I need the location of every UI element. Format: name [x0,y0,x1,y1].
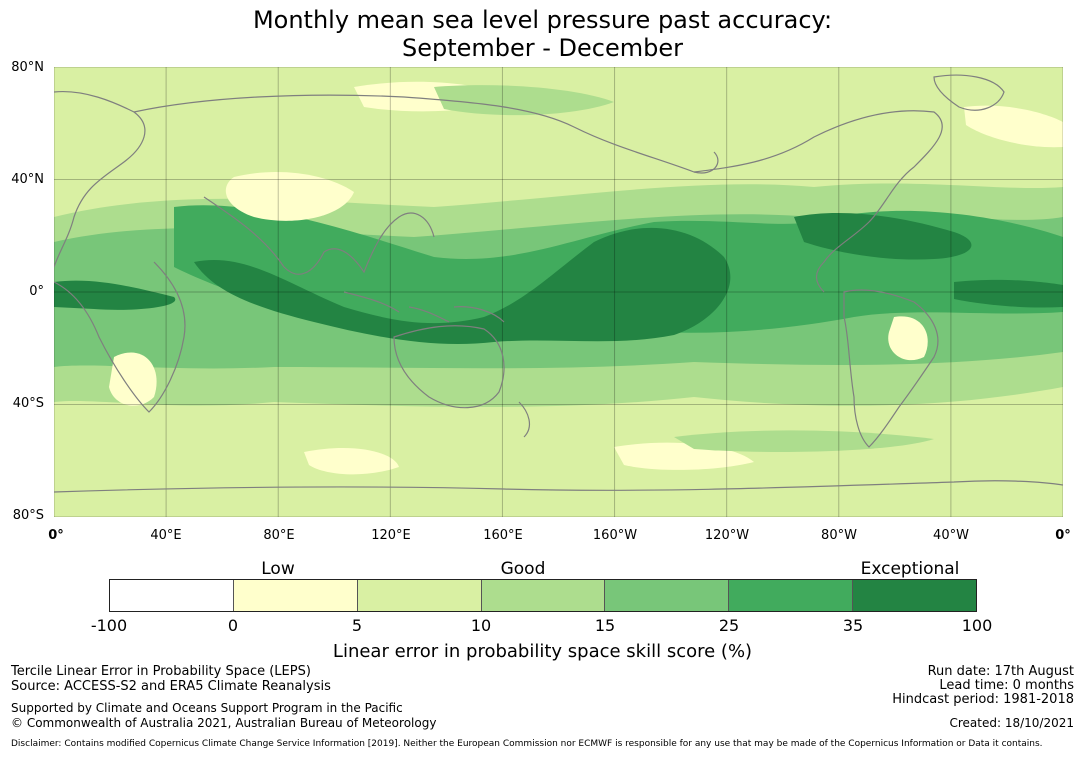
colorbar-tick: 35 [842,616,864,635]
lat-label-80s: 80°S [12,508,44,523]
colorbar-segment [233,580,358,611]
colorbar-tick: 25 [718,616,740,635]
footer-lead-time: Lead time: 0 months [939,678,1074,693]
map-gridlines [54,67,1063,517]
footer-copyright: © Commonwealth of Australia 2021, Austra… [11,716,437,730]
colorbar-category-low: Low [261,559,295,579]
lat-label-40s: 40°S [12,396,44,411]
colorbar-segment [481,580,606,611]
colorbar-category-exceptional: Exceptional [860,559,960,579]
skill-zone-good [434,85,614,116]
footer-run-date: Run date: 17th August [927,664,1074,679]
map-title-line-2: September - December [401,34,684,62]
lon-label-120e: 120°E [371,528,411,543]
colorbar-tick: 10 [470,616,492,635]
colorbar-segment [357,580,482,611]
footer-created: Created: 18/10/2021 [949,716,1074,730]
footer-source: Source: ACCESS-S2 and ERA5 Climate Reana… [11,679,331,694]
lon-label-120w: 120°W [704,528,750,543]
map-canvas [54,67,1063,517]
colorbar-tick: 15 [594,616,616,635]
footer-metric: Tercile Linear Error in Probability Spac… [11,664,311,679]
skill-zone-low [964,105,1063,148]
lon-label-160w: 160°W [592,528,638,543]
colorbar-tick: -100 [90,616,128,635]
lat-label-80n: 80°N [11,60,44,75]
lon-label-80w: 80°W [821,528,857,543]
lon-label-40e: 40°E [150,528,182,543]
colorbar-label: Linear error in probability space skill … [332,641,753,662]
skill-zone-exceptional [194,227,731,345]
lon-label-160e: 160°E [483,528,523,543]
skill-score-map [54,67,1063,517]
skill-score-field [54,81,1063,475]
colorbar [109,579,977,612]
footer-hindcast: Hindcast period: 1981-2018 [892,692,1074,707]
skill-zone-low [888,316,928,361]
skill-zone-low [109,352,157,406]
skill-zone-exceptional [54,280,176,310]
lon-label-0-east: 0° [1055,528,1071,543]
lat-label-40n: 40°N [11,172,44,187]
colorbar-segment [605,580,730,611]
coastlines [54,74,1063,493]
footer-support: Supported by Climate and Oceans Support … [11,701,403,715]
skill-zone-low [304,447,399,475]
colorbar-segment [853,580,977,611]
colorbar-tick: 100 [961,616,993,635]
lon-label-40w: 40°W [933,528,969,543]
skill-zone-exceptional [954,279,1063,308]
colorbar-segment [110,580,234,611]
colorbar-segment [729,580,854,611]
footer-disclaimer: Disclaimer: Contains modified Copernicus… [11,739,1043,749]
lon-label-0-west: 0° [48,528,64,543]
colorbar-tick: 0 [227,616,239,635]
map-title-line-1: Monthly mean sea level pressure past acc… [252,6,833,34]
lon-label-80e: 80°E [263,528,295,543]
skill-zone-low [225,172,354,221]
colorbar-category-good: Good [500,559,546,579]
lat-label-equator: 0° [29,284,44,299]
colorbar-tick: 5 [351,616,363,635]
